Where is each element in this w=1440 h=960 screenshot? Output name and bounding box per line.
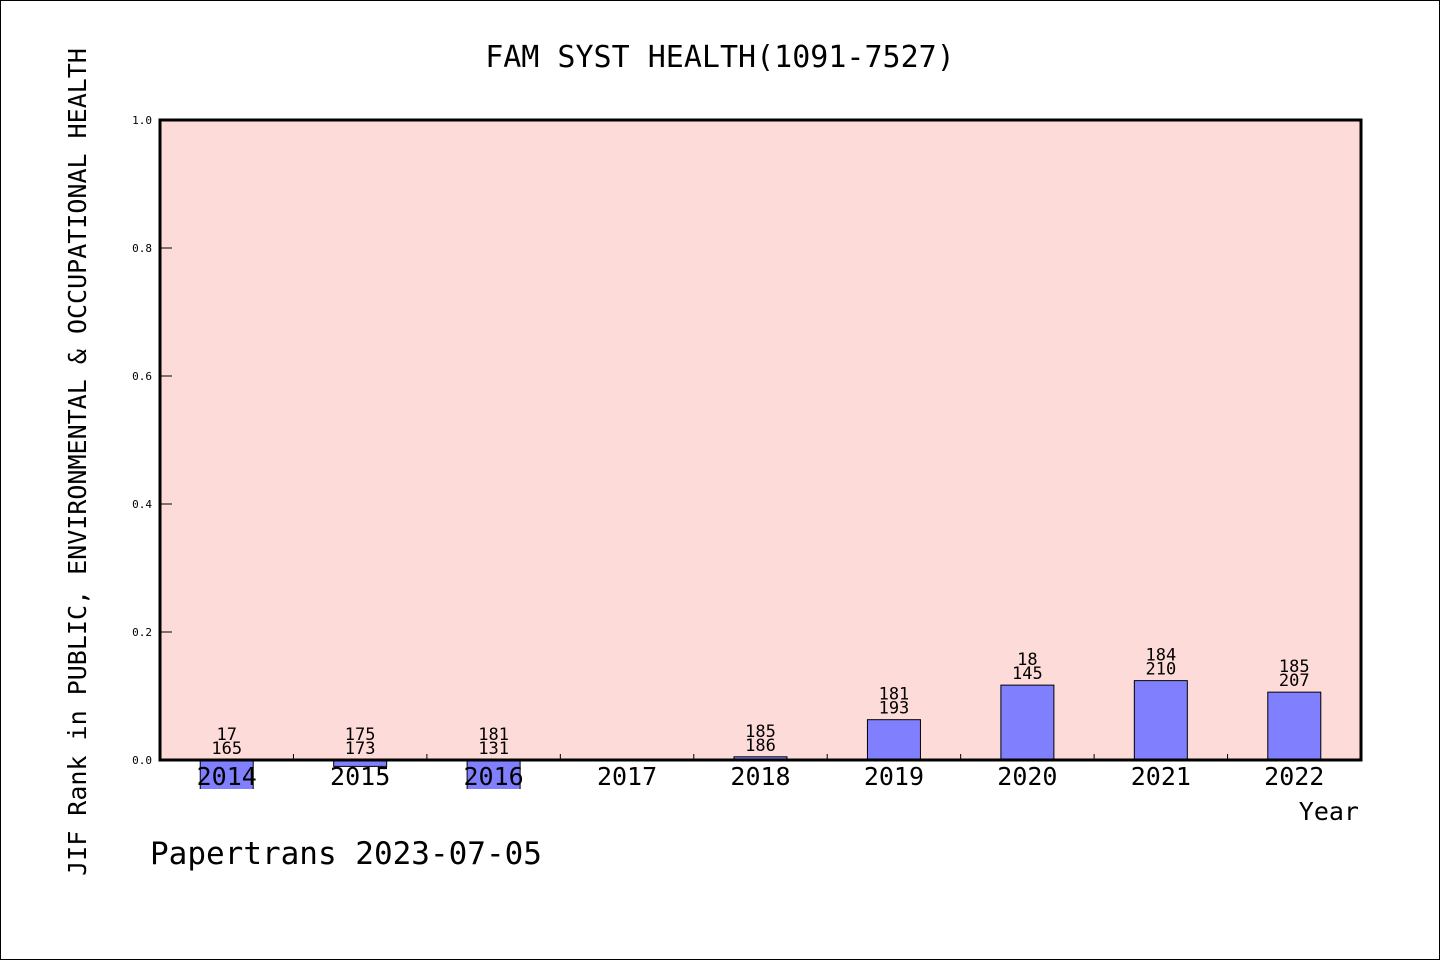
bar-2020 <box>1000 684 1055 761</box>
plot-border <box>158 118 1363 762</box>
x-tick-label: 2016 <box>464 762 524 791</box>
x-axis-label: Year <box>1299 797 1359 826</box>
bar-total-label: 165 <box>211 739 242 759</box>
x-tick-label: 2020 <box>997 762 1057 791</box>
y-tick-label: 1.0 <box>132 114 152 127</box>
x-tick-label: 2014 <box>197 762 257 791</box>
y-tick-label: 0.6 <box>132 370 152 383</box>
bar-rank-label: 185 <box>1279 657 1310 677</box>
x-tick-label: 2018 <box>730 762 790 791</box>
bar-2021 <box>1133 680 1188 761</box>
y-tick-label: 0.0 <box>132 754 152 767</box>
bar-rank-label: 175 <box>345 725 376 745</box>
y-axis-label: JIF Rank in PUBLIC, ENVIRONMENTAL & OCCU… <box>63 48 92 876</box>
x-tick-label: 2022 <box>1264 762 1324 791</box>
bar-rank-label: 184 <box>1145 646 1176 666</box>
bar-2019 <box>866 719 921 761</box>
bar-total-label: 131 <box>478 739 509 759</box>
bar-total-label: 186 <box>745 736 776 756</box>
y-tick-label: 0.8 <box>132 242 152 255</box>
bar-total-label: 193 <box>879 699 910 719</box>
x-tick-label: 2017 <box>597 762 657 791</box>
bar-2022 <box>1267 691 1322 761</box>
bar-rank-label: 18 <box>1017 650 1037 670</box>
plot-area <box>160 120 1361 760</box>
bar-total-label: 210 <box>1145 660 1176 680</box>
bar-total-label: 173 <box>345 739 376 759</box>
bar-rank-label: 181 <box>478 725 509 745</box>
y-tick-label: 0.2 <box>132 626 152 639</box>
bar-rank-label: 17 <box>216 725 236 745</box>
bar-rank-label: 181 <box>879 685 910 705</box>
bar-total-label: 207 <box>1279 671 1310 691</box>
chart-title: FAM SYST HEALTH(1091-7527) <box>485 40 955 75</box>
y-tick-label: 0.4 <box>132 498 152 511</box>
footer-text: Papertrans 2023-07-05 <box>150 836 542 872</box>
bar-total-label: 145 <box>1012 664 1043 684</box>
x-tick-label: 2021 <box>1131 762 1191 791</box>
x-tick-label: 2015 <box>330 762 390 791</box>
x-tick-label: 2019 <box>864 762 924 791</box>
bar-rank-label: 185 <box>745 722 776 742</box>
